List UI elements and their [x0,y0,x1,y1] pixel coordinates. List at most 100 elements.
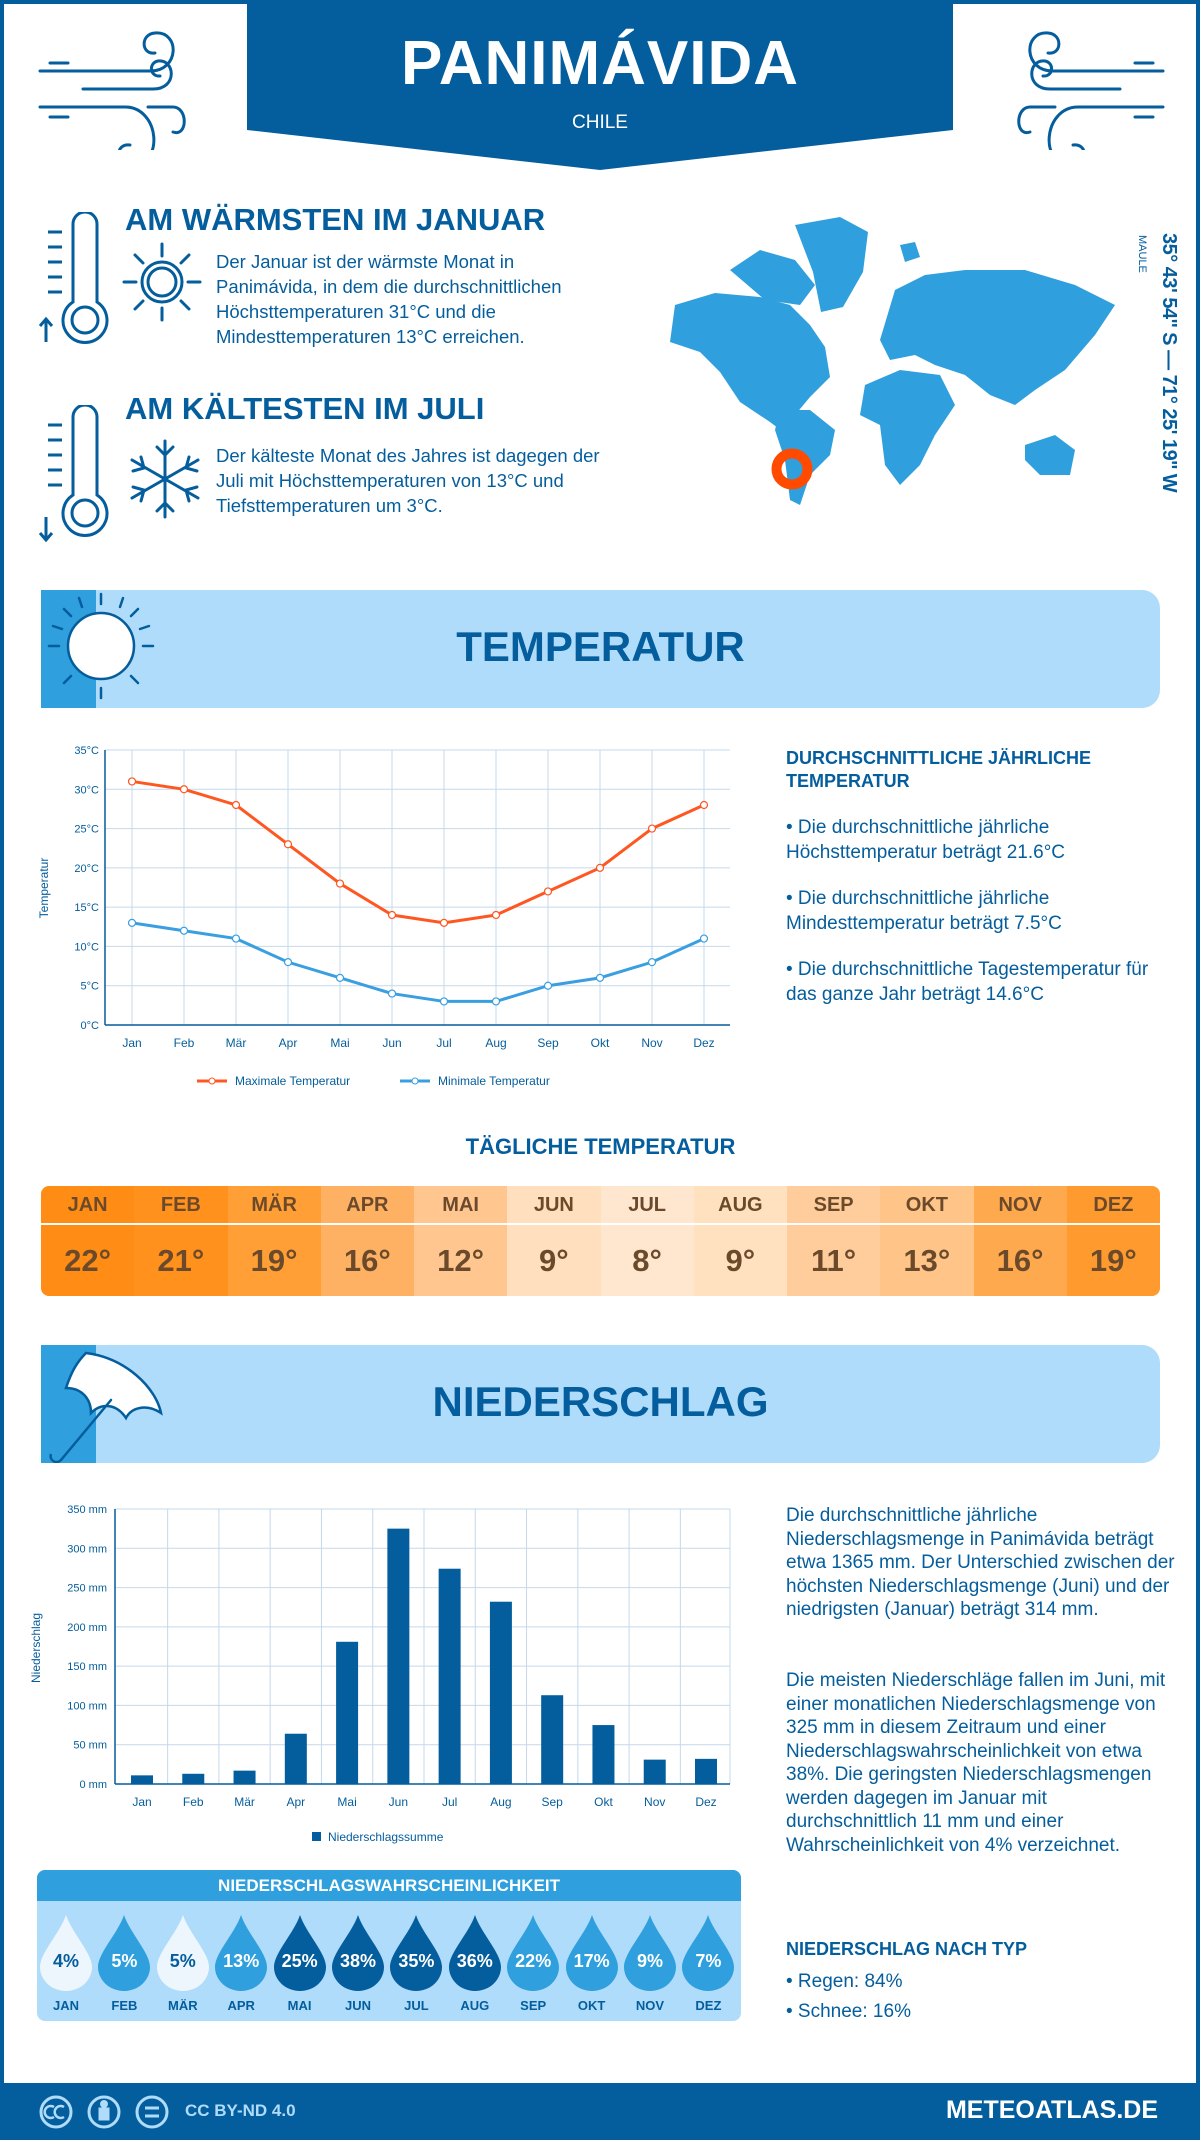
daily-month: APR [320,1186,414,1225]
probability-month: OKT [577,1998,606,2013]
probability-month: APR [227,1998,255,2013]
probability-drop: 13% [215,1915,268,1991]
raindrop-icon [332,1915,384,1991]
data-point [127,918,137,927]
data-point [231,934,241,943]
annual-temp-bullet: • Die durchschnittliche jährliche Mindes… [786,888,1062,934]
world-map [670,217,1115,505]
umbrella-rain-icon [49,1351,163,1463]
precip-bar [131,1775,153,1784]
daily-month: SEP [787,1186,881,1225]
probability-drop: 36% [448,1915,501,1991]
daily-value: 19° [250,1242,298,1278]
x-tick-label: Nov [641,1036,662,1050]
probability-value: 7% [695,1951,722,1971]
data-point [439,997,449,1006]
daily-value: 12° [437,1242,485,1278]
probability-drop: 5% [156,1915,209,1991]
data-point [647,824,657,833]
precipitation-title: NIEDERSCHLAG [432,1378,769,1425]
probability-month: JUN [344,1998,371,2013]
brand-link[interactable]: METEOATLAS.DE [945,2096,1158,2124]
annual-temp-bullet: • Die durchschnittliche jährliche Höchst… [786,817,1066,863]
coldest-heading: AM KÄLTESTEN IM JULI [125,391,485,426]
probability-value: 38% [339,1951,377,1971]
data-point [543,981,553,990]
x-tick-label: Feb [183,1795,204,1809]
daily-temp-title: TÄGLICHE TEMPERATUR [465,1134,736,1159]
y-tick-label: 30°C [74,784,99,796]
daily-temp-cell: MAI 12° [414,1186,508,1296]
y-tick-label: 0°C [81,1020,100,1032]
sun-icon [122,242,202,322]
probability-month: MAI [287,1998,312,2013]
data-point [699,934,709,943]
data-point [387,910,397,920]
daily-value: 9° [725,1242,756,1278]
daily-temp-cell: OKT 13° [880,1186,974,1296]
data-point [491,997,501,1006]
probability-value: 13% [223,1951,260,1971]
data-point [387,989,397,998]
daily-month: NOV [973,1186,1067,1225]
daily-temp-cell: JUL 8° [600,1186,694,1296]
annual-temp-heading: DURCHSCHNITTLICHE JÄHRLICHE TEMPERATUR [786,748,1091,791]
license-label: CC BY-ND 4.0 [185,2101,296,2120]
probability-value: 35% [398,1951,435,1971]
x-tick-label: Sep [542,1795,564,1809]
x-tick-label: Mär [226,1036,247,1050]
data-point [335,879,345,888]
raindrop-icon [682,1915,735,1991]
probability-month: DEZ [695,1998,722,2013]
y-tick-label: 200 mm [67,1622,107,1634]
probability-value: 36% [456,1951,493,1971]
raindrop-icon [624,1915,676,1991]
temperature-chart: 0°C 5°C 10°C 15°C 20°C 25°C 30°C 35°C Jan Feb Mär A… [37,745,730,1088]
legend-marker [411,1077,419,1085]
daily-value: 13° [903,1242,951,1278]
data-point [231,800,241,810]
probability-month: JUL [404,1998,429,2013]
precipitation-banner: NIEDERSCHLAG [41,1345,1160,1463]
probability-month: NOV [635,1998,665,2013]
daily-value: 8° [632,1242,662,1278]
x-tick-label: Aug [490,1795,511,1809]
sun-icon [47,592,155,700]
x-tick-label: Jul [442,1795,457,1809]
probability-month: MÄR [167,1998,198,2013]
data-point [127,777,137,786]
y-tick-label: 10°C [74,941,99,953]
probability-drop: 17% [565,1915,618,1991]
daily-value: 22° [64,1242,112,1278]
raindrop-icon [273,1915,326,1991]
wind-icon [38,31,186,150]
temperature-title: TEMPERATUR [456,623,745,670]
data-point [283,840,293,849]
probability-month: FEB [111,1998,138,2013]
y-tick-label: 20°C [74,863,99,875]
data-point [699,800,709,810]
probability-value: 5% [111,1951,138,1971]
x-tick-label: Jan [132,1795,151,1809]
y-tick-label: 50 mm [73,1740,107,1752]
precip-bar [438,1568,461,1784]
precip-bar [284,1733,307,1784]
y-tick-label: 0 mm [80,1779,108,1791]
y-tick-label: 300 mm [67,1543,107,1555]
x-tick-label: Jun [382,1036,401,1050]
y-tick-label: 100 mm [67,1700,107,1712]
daily-value: 16° [343,1242,391,1278]
daily-month: OKT [880,1186,974,1225]
footer: CC BY-ND 4.0 METEOATLAS.DE [0,2083,1200,2140]
x-tick-label: Dez [695,1795,716,1809]
y-tick-label: 250 mm [67,1583,107,1595]
precip-bar [336,1641,359,1784]
warmest-heading: AM WÄRMSTEN IM JANUAR [125,202,546,237]
probability-drop: 4% [40,1915,92,1991]
raindrop-icon [98,1915,151,1991]
daily-temp-cell: JUN 9° [507,1186,601,1296]
data-point [179,785,189,794]
daily-temp-cell: JAN 22° [41,1186,135,1296]
precip-paragraph: Die meisten Niederschläge fallen im Juni… [786,1670,1166,1856]
probability-drop: 7% [682,1915,735,1991]
